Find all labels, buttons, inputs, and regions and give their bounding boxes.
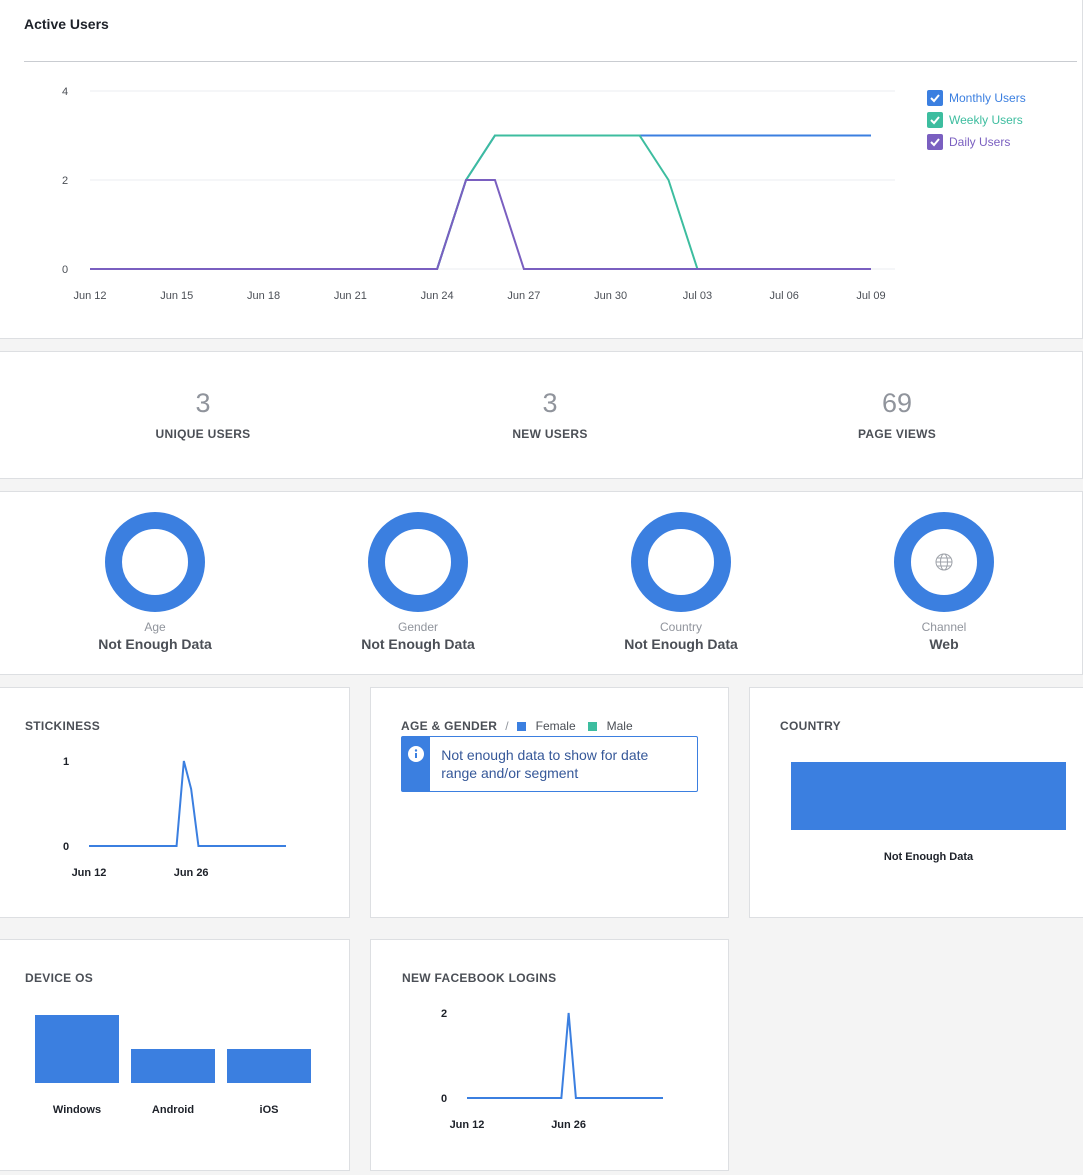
legend-weekly-label: Weekly Users [949,113,1023,127]
facebook-logins-card: NEW FACEBOOK LOGINS 0 2 Jun 12 Jun 26 [370,939,729,1171]
x-tick-label: Jul 09 [856,290,885,302]
donut-caption: Country [659,620,703,634]
y-tick-label: 1 [63,756,69,768]
series-line-daily-users [90,179,871,270]
donut-caption: Age [144,620,166,634]
x-tick-label: Jun 21 [334,290,367,302]
card-title: COUNTRY [780,719,841,733]
demographics-panel: Age Not Enough Data Gender Not Enough Da… [0,491,1083,675]
card-title: NEW FACEBOOK LOGINS [402,971,557,985]
card-title: STICKINESS [25,719,101,733]
metric-value: 3 [542,388,558,418]
metric-label: PAGE VIEWS [857,427,937,441]
donut-caption: Gender [397,620,439,634]
donut-value: Not Enough Data [624,636,738,652]
donut-value: Not Enough Data [98,636,212,652]
checkbox-checked-icon [927,134,943,150]
x-tick-label: Jun 15 [160,290,193,302]
y-tick-label: 4 [62,86,68,98]
donut-country[interactable]: Country Not Enough Data [571,512,791,652]
donut-channel[interactable]: Channel Web [834,512,1054,652]
x-tick-label: Jun 24 [421,290,454,302]
y-tick-label: 0 [63,841,69,853]
country-card: COUNTRY Not Enough Data [749,687,1083,918]
metric-value: 69 [881,388,913,418]
metric-label: UNIQUE USERS [155,427,251,441]
x-tick-label: Jun 27 [507,290,540,302]
active-users-panel: Active Users 0 2 4 Jun 12 Jun 15 Jun 18 Jun 2… [0,0,1083,339]
not-enough-data-notice: Not enough data to show for date range a… [401,736,698,792]
bar-category-label: iOS [260,1104,279,1116]
x-tick-label: Jun 12 [73,290,106,302]
y-tick-label: 2 [441,1008,447,1020]
donut-value: Web [929,636,959,652]
legend-female-swatch [516,721,526,731]
age-gender-card: AGE & GENDER / Female Male Not enough da… [370,687,729,918]
donut-ring [894,512,994,612]
country-placeholder-bar [791,762,1066,830]
title-separator: / [505,719,509,733]
country-caption: Not Enough Data [883,851,974,863]
y-tick-label: 0 [62,264,68,276]
donut-ring [631,512,731,612]
globe-icon [935,553,953,571]
legend-monthly-label: Monthly Users [949,91,1026,105]
card-title: AGE & GENDER [401,719,498,733]
legend-weekly-users[interactable]: Weekly Users [927,112,1023,128]
donut-ring [105,512,205,612]
bar-ios [227,1049,311,1083]
bar-category-label: Android [152,1104,194,1116]
device-os-card: DEVICE OS Windows Android iOS [0,939,350,1171]
legend-female-label: Female [535,719,576,733]
metric-page-views: 69 PAGE VIEWS [747,388,1047,441]
bar-android [131,1049,215,1083]
donut-caption: Channel [921,620,967,634]
series-line [89,760,286,847]
info-icon [408,746,425,762]
active-users-title: Active Users [24,16,109,32]
x-tick-label: Jun 30 [594,290,627,302]
metric-value: 3 [195,388,211,418]
x-tick-label: Jun 26 [174,867,209,879]
metric-unique-users: 3 UNIQUE USERS [53,388,353,441]
stickiness-chart: 0 1 Jun 12 Jun 26 [63,756,286,879]
x-tick-label: Jul 03 [683,290,712,302]
stickiness-card: STICKINESS 0 1 Jun 12 Jun 26 [0,687,350,918]
x-tick-label: Jul 06 [770,290,799,302]
notice-text: Not enough data to show for date range a… [441,747,649,781]
legend-male-label: Male [606,719,633,733]
metric-label: NEW USERS [512,427,588,441]
x-tick-label: Jun 12 [450,1119,485,1131]
x-tick-label: Jun 12 [72,867,107,879]
x-tick-label: Jun 18 [247,290,280,302]
active-users-chart: 0 2 4 Jun 12 Jun 15 Jun 18 Jun 21 Jun 24 Jun 27… [62,86,895,302]
checkbox-checked-icon [927,112,943,128]
checkbox-checked-icon [927,90,943,106]
donut-ring [368,512,468,612]
age-gender-header: AGE & GENDER / Female Male [401,719,633,733]
device-os-chart: Windows Android iOS [35,1015,311,1116]
legend-daily-label: Daily Users [949,135,1011,149]
donut-value: Not Enough Data [361,636,475,652]
legend-monthly-users[interactable]: Monthly Users [927,90,1026,106]
notice-icon-box [402,737,431,791]
metrics-panel: 3 UNIQUE USERS 3 NEW USERS 69 PAGE VIEWS [0,351,1083,479]
bar-windows [35,1015,119,1083]
legend-daily-users[interactable]: Daily Users [927,134,1010,150]
facebook-logins-chart: 0 2 Jun 12 Jun 26 [441,1008,663,1131]
y-tick-label: 0 [441,1093,447,1105]
series-line-weekly-users [90,134,871,270]
series-line [467,1012,663,1099]
legend-male-swatch [587,721,597,731]
y-tick-label: 2 [62,175,68,187]
x-tick-label: Jun 26 [551,1119,586,1131]
metric-new-users: 3 NEW USERS [400,388,700,441]
card-title: DEVICE OS [25,971,94,985]
title-divider [24,61,1077,62]
donut-age[interactable]: Age Not Enough Data [45,512,265,652]
bar-category-label: Windows [53,1104,101,1116]
donut-gender[interactable]: Gender Not Enough Data [308,512,528,652]
series-line-monthly-users [90,134,871,270]
